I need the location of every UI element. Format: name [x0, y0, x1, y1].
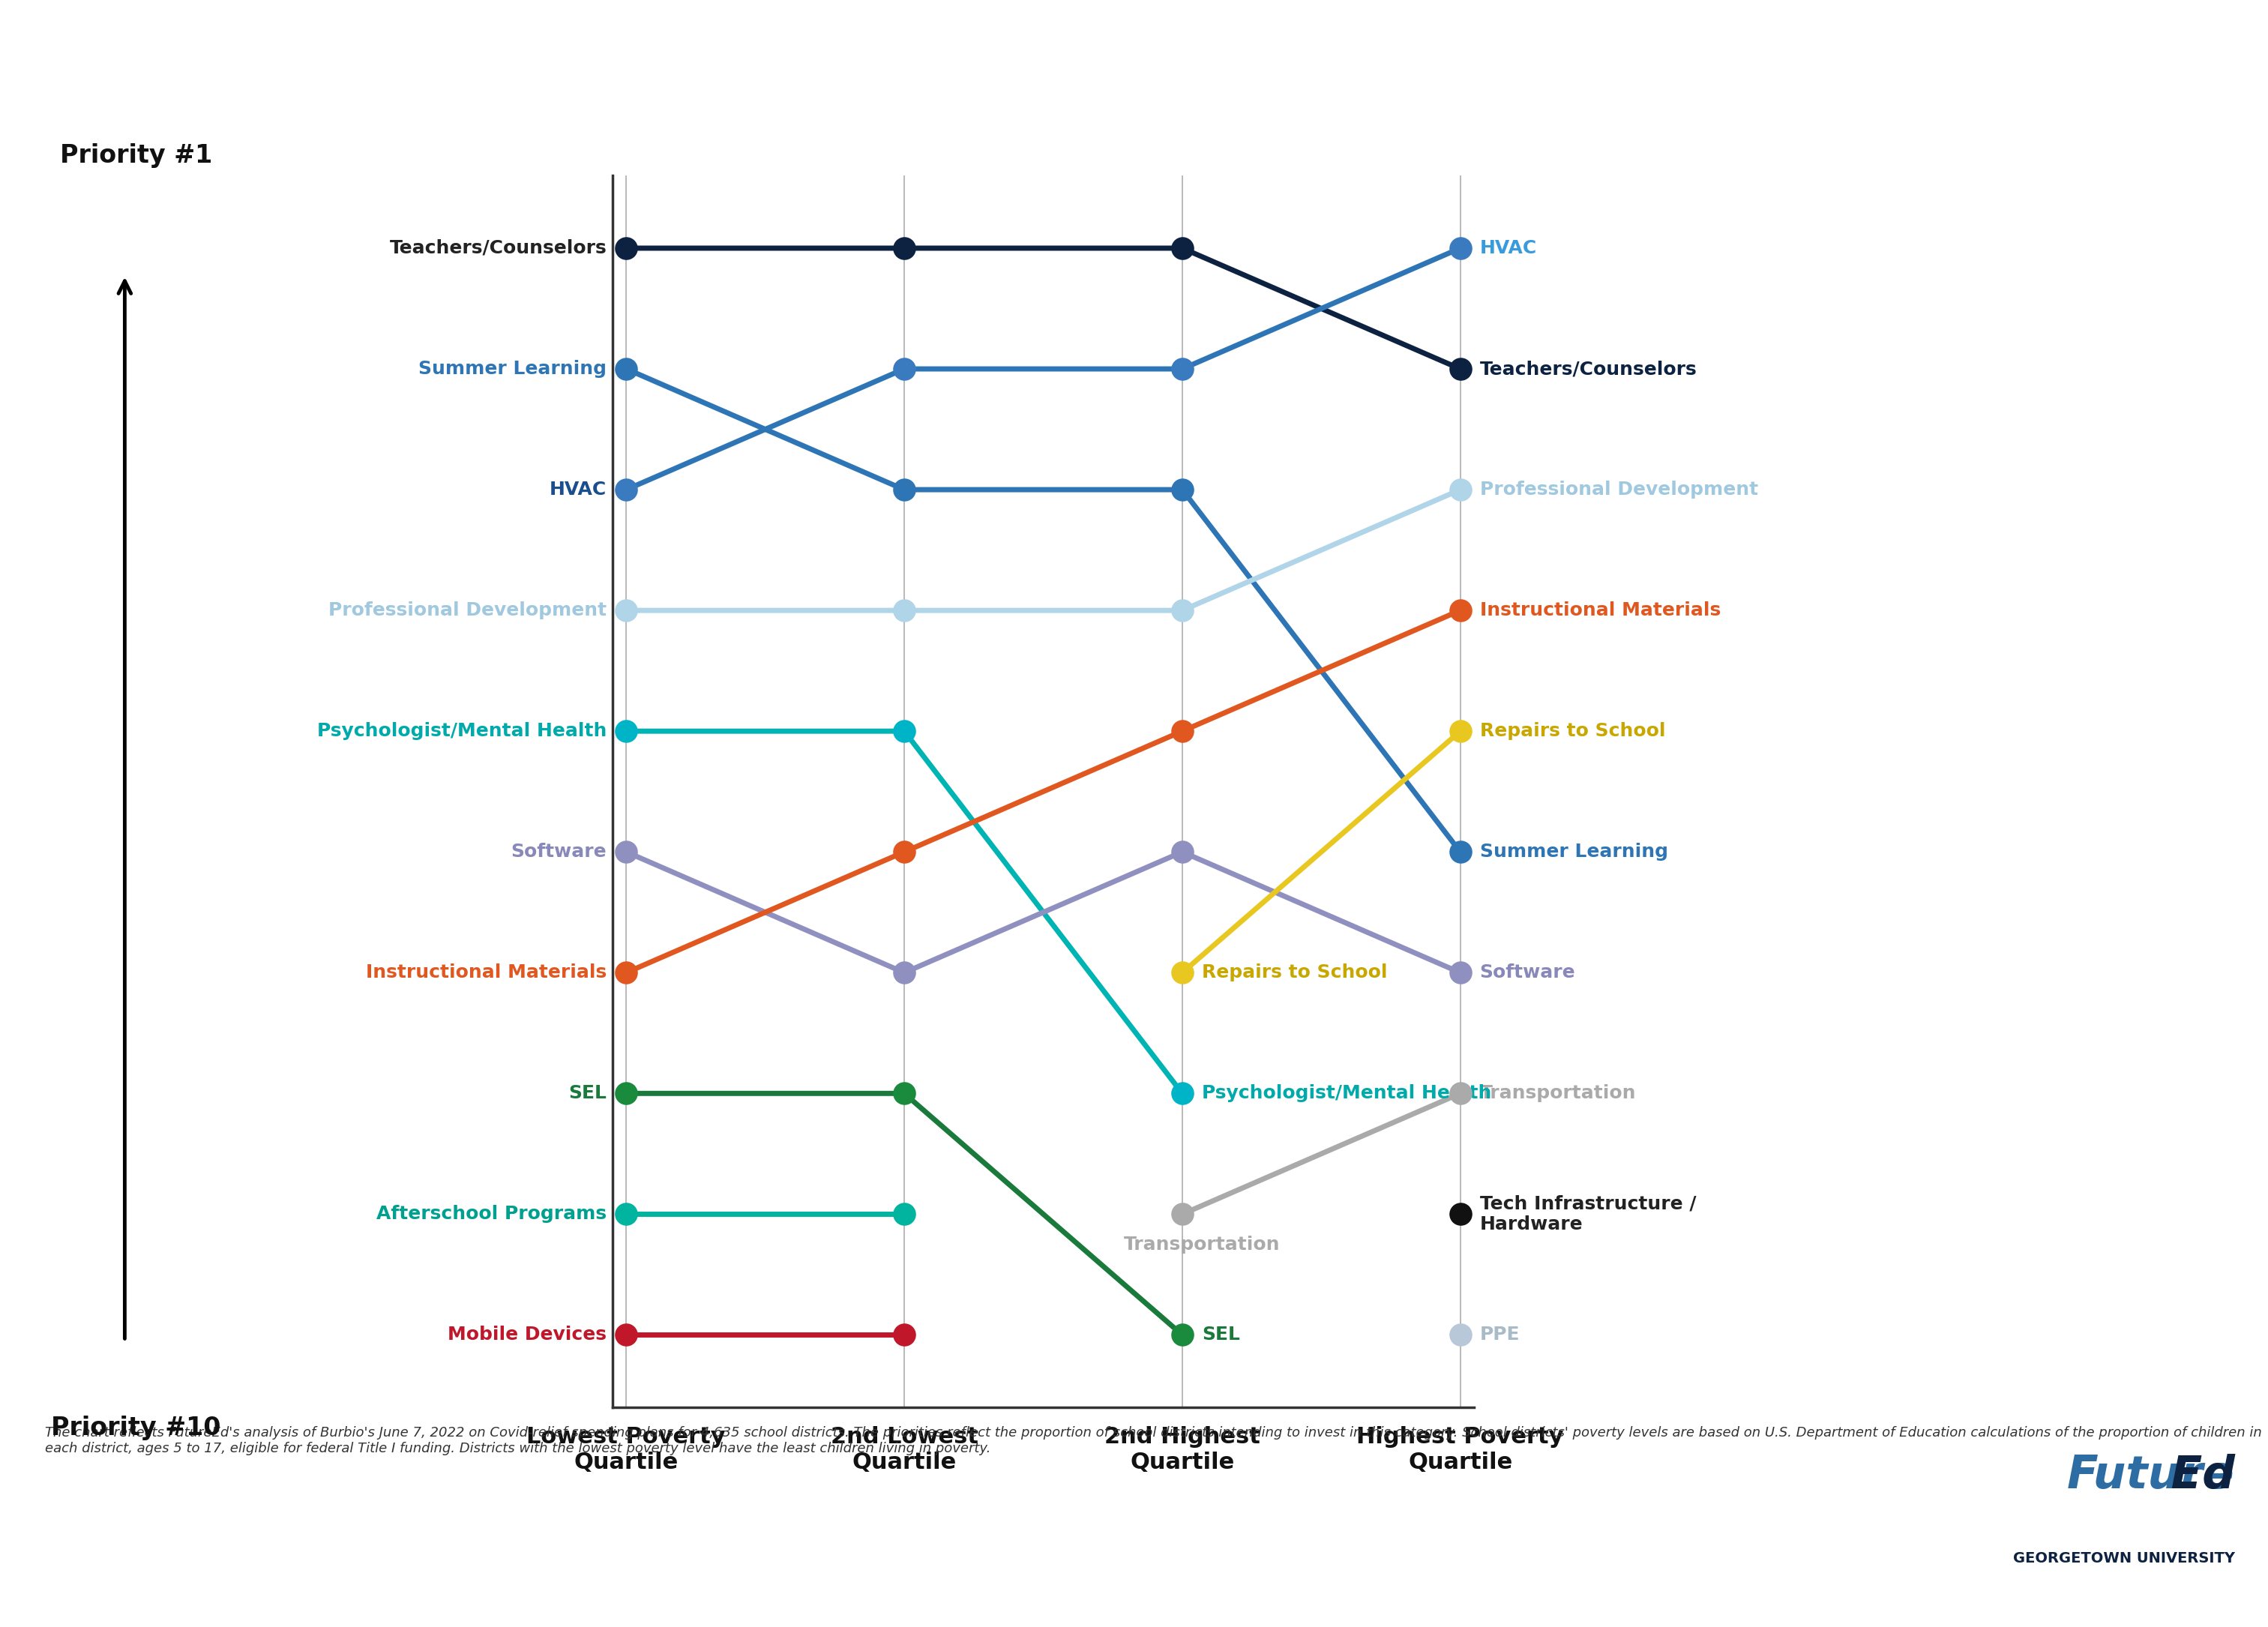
Text: Future: Future [2066, 1455, 2234, 1498]
Text: SEL: SEL [569, 1085, 608, 1103]
Text: Ed: Ed [2075, 1455, 2234, 1498]
Text: HVAC: HVAC [549, 480, 608, 498]
Text: Transportation: Transportation [1479, 1085, 1635, 1103]
Text: Tech Infrastructure /
Hardware: Tech Infrastructure / Hardware [1479, 1194, 1696, 1233]
Text: Psychologist/Mental Health: Psychologist/Mental Health [1202, 1085, 1492, 1103]
Text: Instructional Materials: Instructional Materials [365, 963, 608, 981]
Text: Transportation: Transportation [1123, 1235, 1279, 1253]
Text: Mobile Devices: Mobile Devices [447, 1326, 608, 1344]
Text: Repairs to School: Repairs to School [1202, 963, 1388, 981]
Text: HVAC: HVAC [1479, 239, 1538, 257]
Text: Teachers/Counselors: Teachers/Counselors [1479, 360, 1696, 377]
Text: Priority #10: Priority #10 [52, 1415, 220, 1440]
Text: Summer Learning: Summer Learning [420, 360, 608, 377]
Text: PPE: PPE [1479, 1326, 1520, 1344]
Text: Software: Software [510, 843, 608, 861]
Text: Afterschool Programs: Afterschool Programs [376, 1206, 608, 1224]
Text: Instructional Materials: Instructional Materials [1479, 602, 1721, 620]
Text: Teachers/Counselors: Teachers/Counselors [390, 239, 608, 257]
Text: Summer Learning: Summer Learning [1479, 843, 1667, 861]
Text: Psychologist/Mental Health: Psychologist/Mental Health [318, 722, 608, 740]
Text: Professional Development: Professional Development [1479, 480, 1758, 498]
Text: Professional Development: Professional Development [329, 602, 608, 620]
Text: SCHOOL DISTRICT COVID-RELIEF SPENDING PRIORITIES, BY POVERTY LEVEL: SCHOOL DISTRICT COVID-RELIEF SPENDING PR… [202, 57, 2066, 101]
Text: The chart reflects FutureEd's analysis of Burbio's June 7, 2022 on Covid-relief : The chart reflects FutureEd's analysis o… [45, 1425, 2261, 1455]
Text: Software: Software [1479, 963, 1576, 981]
Text: Repairs to School: Repairs to School [1479, 722, 1665, 740]
Text: SEL: SEL [1202, 1326, 1241, 1344]
Text: Priority #1: Priority #1 [59, 143, 213, 168]
Text: GEORGETOWN UNIVERSITY: GEORGETOWN UNIVERSITY [2014, 1551, 2234, 1565]
